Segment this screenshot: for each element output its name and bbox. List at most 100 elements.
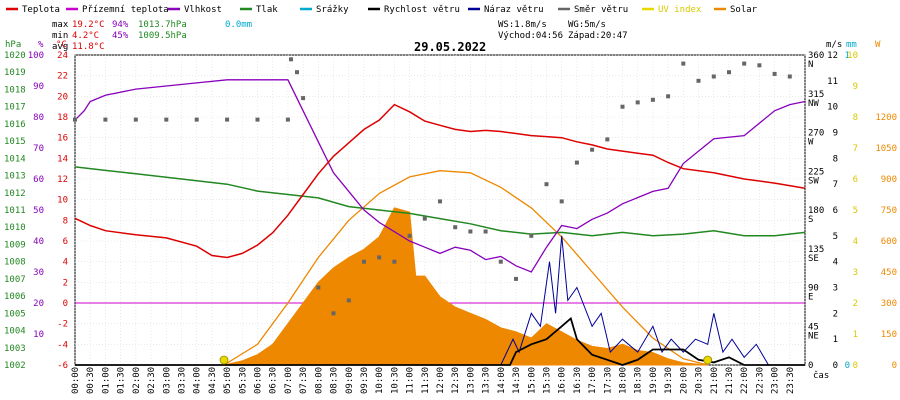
avg-temperature: 11.8°C: [72, 42, 105, 52]
wind-direction-marker: [407, 233, 412, 238]
hpa-tick-label: 1015: [4, 137, 26, 147]
wind-direction-marker: [559, 199, 564, 204]
time-tick-label: 08:30: [330, 367, 340, 394]
sunrise-time: Východ:04:56: [498, 31, 563, 41]
time-tick-label: 18:00: [619, 367, 629, 394]
direction-tick-compass: S: [808, 215, 813, 225]
wind-direction-marker: [194, 117, 199, 122]
temperature-tick-label: 18: [57, 113, 68, 123]
time-tick-label: 08:00: [314, 367, 324, 394]
hpa-tick-label: 1009: [4, 240, 26, 250]
wind-direction-marker: [666, 94, 671, 99]
wind-direction-marker: [392, 259, 397, 264]
uv-tick-label: 6: [853, 175, 858, 185]
direction-tick-degree: 360: [808, 51, 824, 61]
wind-direction-marker: [605, 137, 610, 142]
wind-direction-marker: [255, 117, 260, 122]
wind-direction-marker: [650, 97, 655, 102]
time-tick-label: 17:00: [588, 367, 598, 394]
chart-date: 29.05.2022: [414, 40, 486, 54]
time-tick-label: 11:00: [406, 367, 416, 394]
axis-units: hPa % °C m/s mm W čas: [5, 40, 881, 381]
time-tick-label: 00:30: [86, 367, 96, 394]
time-tick-label: 13:00: [466, 367, 476, 394]
temperature-tick-label: 22: [57, 72, 68, 82]
legend-label: Teplota: [22, 5, 60, 15]
direction-tick-degree: 315: [808, 90, 824, 100]
wind-speed-tick-label: 2: [833, 309, 838, 319]
legend-label: Náraz větru: [484, 5, 544, 15]
wind-direction-marker: [133, 117, 138, 122]
wind-speed-tick-label: 4: [833, 258, 838, 268]
time-tick-label: 01:30: [117, 367, 127, 394]
time-tick-label: 19:00: [649, 367, 659, 394]
wind-direction-marker: [574, 160, 579, 165]
time-tick-label: 16:30: [573, 367, 583, 394]
humidity-tick-label: 100: [28, 51, 44, 61]
time-tick-label: 13:30: [482, 367, 492, 394]
wind-direction-marker: [711, 74, 716, 79]
hpa-tick-label: 1012: [4, 189, 26, 199]
time-tick-label: 01:00: [101, 367, 111, 394]
sunset-time: Západ:20:47: [568, 31, 628, 41]
axis-ticks: 1020101910181017101610151014101310121011…: [4, 51, 897, 394]
hpa-tick-label: 1010: [4, 223, 26, 233]
solar-tick-label: 600: [881, 237, 897, 247]
wind-direction-marker: [164, 117, 169, 122]
w-unit: W: [875, 40, 881, 50]
temperature-tick-label: 20: [57, 92, 68, 102]
wind-direction-marker: [377, 255, 382, 260]
rain-tick-label: 0: [845, 361, 850, 371]
humidity-tick-label: 20: [33, 299, 44, 309]
time-tick-label: 18:30: [634, 367, 644, 394]
legend-label: Tlak: [256, 5, 278, 15]
direction-tick-degree: 225: [808, 167, 824, 177]
wind-speed-tick-label: 0: [833, 361, 838, 371]
celsius-unit: °C: [56, 40, 67, 50]
wind-direction-marker: [681, 61, 686, 66]
wind-speed-tick-label: 7: [833, 180, 838, 190]
wind-direction-marker: [620, 104, 625, 109]
hpa-tick-label: 1011: [4, 206, 26, 216]
hpa-tick-label: 1018: [4, 85, 26, 95]
time-tick-label: 15:30: [542, 367, 552, 394]
time-tick-label: 06:00: [254, 367, 264, 394]
wind-direction-marker: [422, 216, 427, 221]
legend-label: Solar: [730, 5, 758, 15]
hpa-tick-label: 1007: [4, 275, 26, 285]
wind-gust-max: WG:5m/s: [568, 20, 606, 30]
time-tick-label: 02:00: [132, 367, 142, 394]
time-tick-label: 09:30: [360, 367, 370, 394]
time-tick-label: 23:30: [786, 367, 796, 394]
pressure-line: [74, 166, 806, 237]
wind-speed-tick-label: 8: [833, 154, 838, 164]
time-tick-label: 22:00: [740, 367, 750, 394]
uv-tick-label: 0: [853, 361, 858, 371]
time-tick-label: 11:30: [421, 367, 431, 394]
wind-direction-marker: [346, 298, 351, 303]
wind-speed-average: WS:1.8m/s: [498, 20, 547, 30]
legend-label: Rychlost větru: [384, 5, 460, 15]
solar-area: [223, 207, 708, 366]
legend-label: Vlhkost: [184, 5, 222, 15]
uv-tick-label: 8: [853, 113, 858, 123]
temperature-tick-label: -6: [57, 361, 68, 371]
humidity-tick-label: 80: [33, 113, 44, 123]
direction-tick-compass: N: [808, 60, 813, 70]
legend-label: UV index: [658, 5, 702, 15]
wind-direction-marker: [727, 70, 731, 75]
time-tick-label: 05:30: [238, 367, 248, 394]
direction-tick-compass: NW: [808, 99, 819, 109]
wind-direction-marker: [757, 63, 762, 68]
stats-block: max 19.2°C 94% 1013.7hPa 0.0mm min 4.2°C…: [52, 20, 628, 54]
max-temperature: 19.2°C: [72, 20, 105, 30]
hpa-tick-label: 1006: [4, 292, 26, 302]
direction-tick-compass: SW: [808, 176, 819, 186]
wind-direction-marker: [742, 61, 747, 66]
wind-direction-marker: [362, 259, 366, 264]
time-tick-label: 07:30: [299, 367, 309, 394]
time-tick-label: 17:30: [603, 367, 613, 394]
percent-unit: %: [38, 40, 44, 50]
wind-direction-marker: [331, 311, 336, 316]
